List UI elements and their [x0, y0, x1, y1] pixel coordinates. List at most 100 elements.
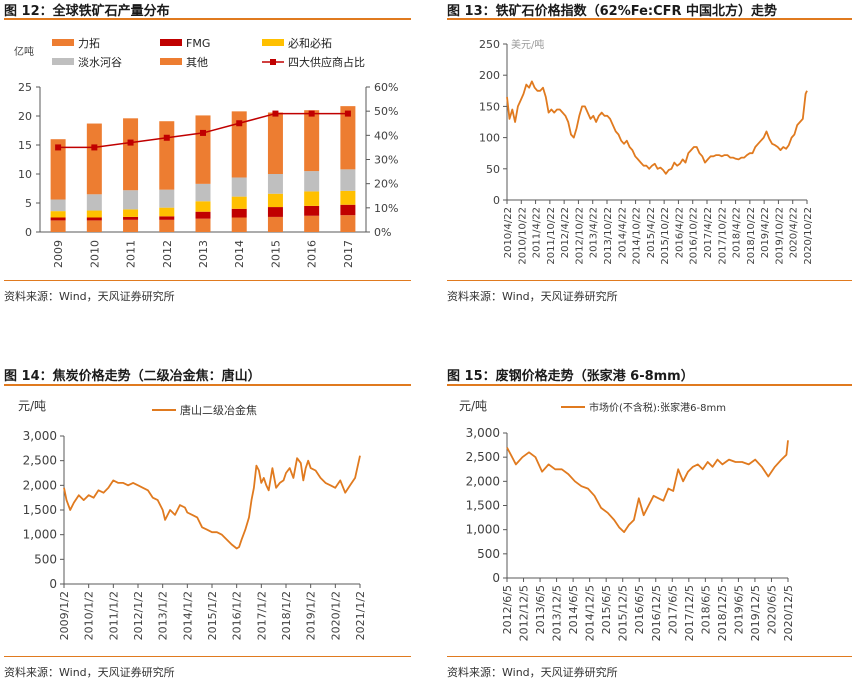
y-axis-unit-label: 元/吨	[459, 399, 487, 413]
bar-rio-tinto	[231, 217, 247, 232]
x-tick-label: 2018/4/22	[732, 207, 743, 258]
x-tick-label: 2015/4/22	[646, 207, 657, 258]
panel-14-title: 图 14：焦炭价格走势（二级冶金焦：唐山）	[4, 369, 261, 384]
x-tick-label: 2020/4/22	[789, 207, 800, 258]
y-tick-right: 60%	[374, 81, 398, 94]
x-tick-label: 2014/1/2	[181, 591, 194, 640]
x-tick-label: 2017/10/22	[717, 207, 728, 265]
x-tick-label: 2017/6/5	[666, 585, 679, 634]
x-tick-label: 2010/4/22	[503, 207, 514, 258]
y-tick-right: 30%	[374, 154, 398, 167]
y-tick-right: 0%	[374, 226, 391, 239]
x-tick-label: 2012/10/22	[574, 207, 585, 265]
x-tick-label: 2015/12/5	[617, 585, 630, 641]
panel-12-title-rule	[4, 18, 411, 20]
legend-label-0: 力拓	[78, 36, 100, 50]
bar-fmg	[304, 205, 320, 216]
legend-label: 唐山二级冶金焦	[180, 403, 257, 417]
x-tick-label: 2018/1/2	[280, 591, 293, 640]
bar-fmg	[86, 217, 102, 221]
bar-fmg	[50, 217, 66, 221]
bar-rio-tinto	[123, 219, 139, 232]
x-tick-label: 2011/10/22	[546, 207, 557, 265]
bar-bhp	[123, 209, 139, 217]
x-tick-label: 2019/12/5	[749, 585, 762, 641]
x-tick-label: 2013/12/5	[551, 585, 564, 641]
y-tick-left: 25	[18, 81, 32, 94]
panel-12-source: 资料来源：Wind，天风证券研究所	[4, 290, 175, 303]
x-tick-label: 2019/6/5	[732, 585, 745, 634]
x-tick-label: 2015/10/22	[660, 207, 671, 265]
y-tick-label: 2,000	[466, 474, 500, 488]
bar-fmg	[159, 216, 175, 220]
x-tick-label: 2013/10/22	[603, 207, 614, 265]
y-tick-label: 50	[486, 163, 500, 176]
y-tick-right: 40%	[374, 129, 398, 142]
bar-bhp	[86, 210, 102, 218]
x-tick-label: 2020/6/5	[765, 585, 778, 634]
legend-label-2: 必和必拓	[288, 36, 332, 50]
y-tick-right: 50%	[374, 105, 398, 118]
x-tick-label: 2016	[306, 240, 319, 268]
bar-bhp	[304, 191, 320, 206]
bar-fmg	[267, 207, 283, 217]
x-tick-label: 2020/10/22	[803, 207, 814, 265]
x-tick-label: 2014/12/5	[584, 585, 597, 641]
share-point	[163, 134, 170, 141]
x-tick-label: 2018/12/5	[716, 585, 729, 641]
y-tick-label: 100	[479, 132, 500, 145]
bar-vale	[86, 194, 102, 211]
x-tick-label: 2015	[269, 240, 282, 268]
x-tick-label: 2010	[88, 240, 101, 268]
panel-15-source-rule	[447, 656, 852, 657]
bar-rio-tinto	[86, 220, 102, 232]
bar-other	[195, 115, 211, 184]
bar-vale	[123, 190, 139, 210]
y-tick-label: 2,500	[23, 454, 57, 468]
bar-bhp	[340, 190, 356, 205]
panel-14-source: 资料来源：Wind，天风证券研究所	[4, 666, 175, 679]
price-series-line	[63, 455, 361, 550]
x-tick-label: 2009/1/2	[58, 591, 71, 640]
x-tick-label: 2017/4/22	[703, 207, 714, 258]
x-tick-label: 2018/6/5	[699, 585, 712, 634]
legend-swatch-2	[262, 39, 284, 46]
bar-vale	[231, 177, 247, 197]
panel-13-title-rule	[447, 18, 852, 20]
legend-label: 市场价(不含税):张家港6-8mm	[589, 401, 726, 414]
x-tick-label: 2009	[52, 240, 65, 268]
y-tick-right: 10%	[374, 202, 398, 215]
x-tick-label: 2012/12/5	[518, 585, 531, 641]
x-tick-label: 2013/6/5	[534, 585, 547, 634]
bar-vale	[195, 183, 211, 202]
x-tick-label: 2016/6/5	[633, 585, 646, 634]
panel-13-source: 资料来源：Wind，天风证券研究所	[447, 290, 618, 303]
y-tick-label: 0	[492, 571, 500, 585]
x-tick-label: 2012	[161, 240, 174, 268]
x-tick-label: 2015/1/2	[206, 591, 219, 640]
x-tick-label: 2011	[125, 240, 138, 268]
x-tick-label: 2010/1/2	[83, 591, 96, 640]
x-tick-label: 2021/1/2	[354, 591, 367, 640]
x-tick-label: 2018/10/22	[746, 207, 757, 265]
y-tick-label: 2,500	[466, 450, 500, 464]
legend-label-4: 其他	[186, 56, 208, 69]
panel-14-source-rule	[4, 656, 411, 657]
bar-rio-tinto	[340, 215, 356, 232]
bar-vale	[267, 174, 283, 194]
x-tick-label: 2016/10/22	[689, 207, 700, 265]
bar-fmg	[195, 211, 211, 219]
bar-bhp	[267, 193, 283, 208]
panel-15-title: 图 15：废钢价格走势（张家港 6-8mm）	[447, 369, 694, 384]
x-tick-label: 2014/10/22	[632, 207, 643, 265]
panel-14-title-rule	[4, 384, 411, 386]
bar-bhp	[159, 207, 175, 217]
y-tick-label: 200	[479, 69, 500, 82]
x-tick-label: 2020/1/2	[329, 591, 342, 640]
y-tick-left: 10	[18, 168, 32, 181]
legend-label-5: 四大供应商占比	[288, 55, 365, 69]
x-tick-label: 2013	[197, 240, 210, 268]
coke-price-chart: 元/吨 0 500 1,000 1,500 2,000 2,500 3,000 2009/1/2…	[18, 399, 367, 640]
bar-rio-tinto	[267, 216, 283, 232]
